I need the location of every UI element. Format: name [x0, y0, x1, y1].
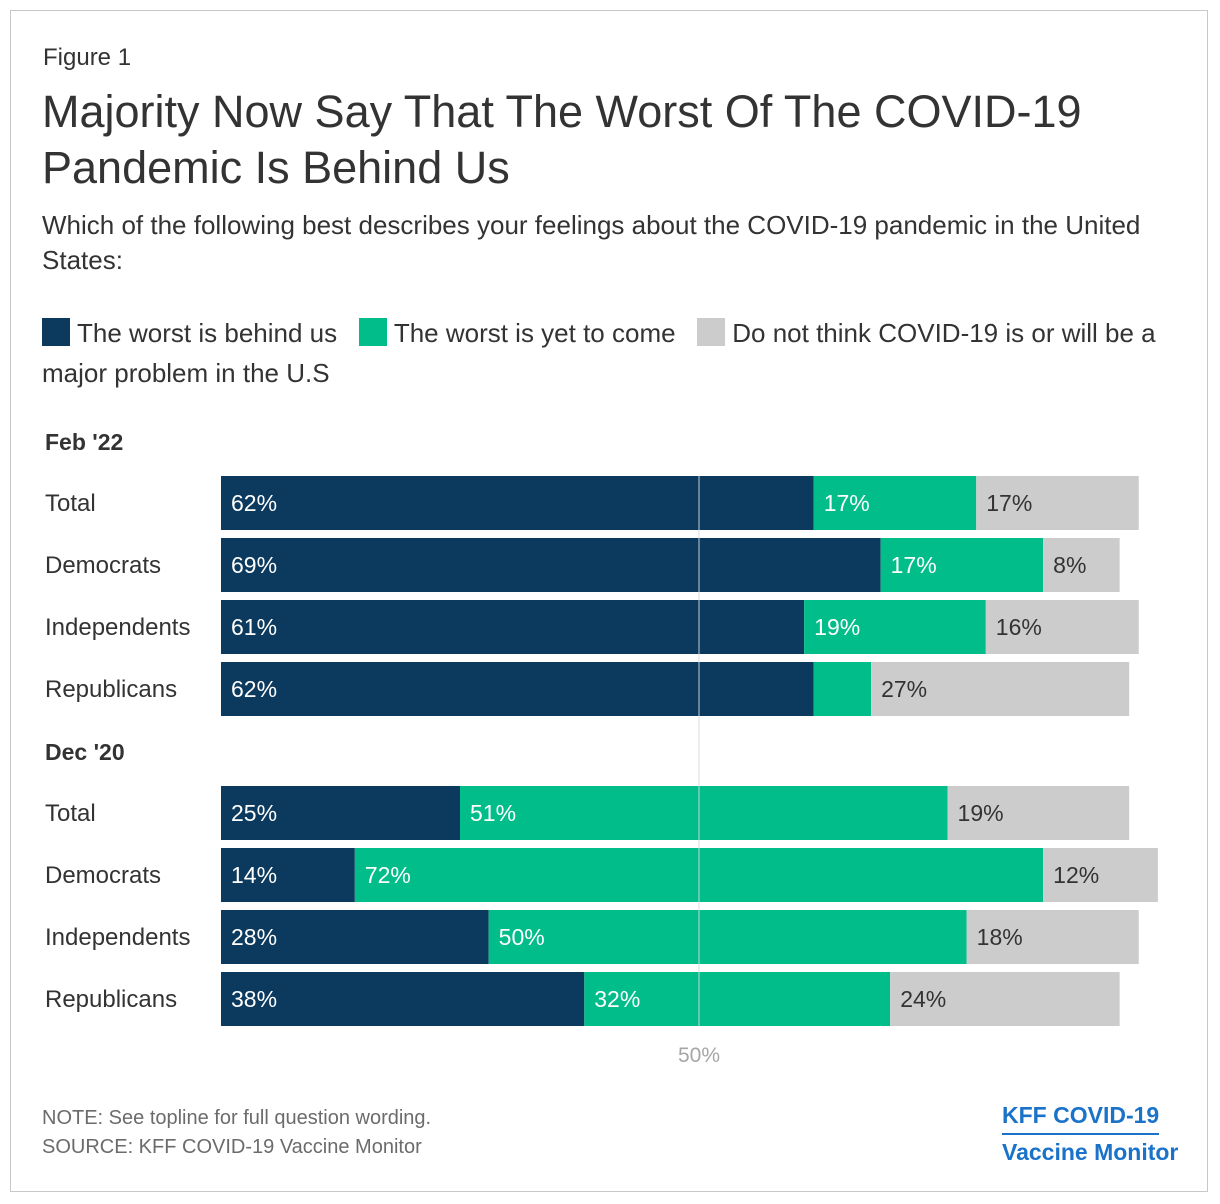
legend-label-not-major: Do not think COVID-19 is or will be a ma…: [42, 318, 1156, 388]
legend: The worst is behind us The worst is yet …: [42, 313, 1192, 393]
figure-frame: [10, 10, 1208, 1192]
chart-subtitle: Which of the following best describes yo…: [42, 210, 1141, 275]
footnotes: NOTE: See topline for full question word…: [42, 1104, 431, 1162]
note-text: NOTE: See topline for full question word…: [42, 1107, 432, 1129]
figure-label: Figure 1: [43, 44, 132, 71]
legend-item-yet-to-come: The worst is yet to come: [358, 318, 676, 348]
legend-label-behind: The worst is behind us: [77, 318, 338, 348]
source-text: SOURCE: KFF COVID-19 Vaccine Monitor: [42, 1136, 422, 1158]
legend-label-yet-to-come: The worst is yet to come: [393, 318, 676, 348]
legend-item-not-major: Do not think COVID-19 is or will be a ma…: [42, 318, 1156, 388]
legend-swatch-yet-to-come: [358, 318, 387, 346]
chart-title: Majority Now Say That The Worst Of The C…: [42, 86, 1082, 193]
logo-line-1: KFF COVID-19: [1002, 1098, 1160, 1135]
logo-line-2: Vaccine Monitor: [1002, 1139, 1179, 1165]
legend-swatch-behind: [42, 318, 70, 346]
legend-item-behind: The worst is behind us: [42, 318, 337, 348]
legend-swatch-not-major: [697, 318, 726, 346]
kff-logo: KFF COVID-19 Vaccine Monitor: [1002, 1098, 1178, 1169]
